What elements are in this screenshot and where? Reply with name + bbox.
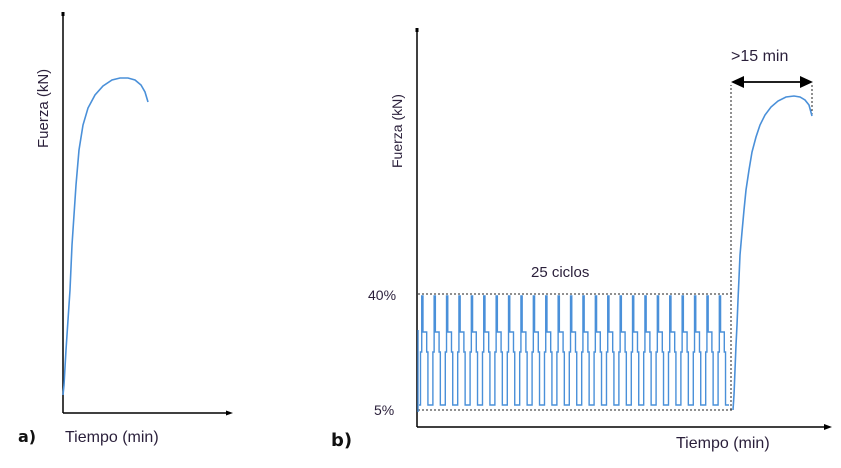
chart-b-failure-curve — [732, 95, 813, 411]
chart-b: >15 min 25 ciclos 40% 5% Fuerza (kN) Tie… — [331, 28, 832, 452]
chart-a-x-label: Tiempo (min) — [65, 429, 159, 446]
chart-b-x-label: Tiempo (min) — [676, 435, 770, 452]
chart-b-x-axis-arrowhead — [824, 424, 832, 430]
chart-a-y-label: Fuerza (kN) — [35, 69, 52, 148]
tick-label-40: 40% — [368, 287, 396, 303]
chart-a-x-axis-arrowhead — [226, 410, 233, 416]
chart-a-panel-label: a) — [18, 427, 36, 446]
duration-label: >15 min — [731, 48, 788, 65]
chart-a: Fuerza (kN) Tiempo (min) a) — [18, 12, 233, 446]
chart-a-y-axis-arrowhead — [61, 12, 65, 16]
cycle-waveform — [419, 295, 729, 406]
chart-b-y-axis-arrowhead — [415, 28, 419, 32]
duration-arrow-left-head — [731, 76, 744, 88]
chart-b-y-label: Fuerza (kN) — [389, 94, 405, 168]
chart-b-cyclic-loading — [417, 295, 729, 412]
chart-a-force-curve — [62, 77, 149, 396]
tick-label-5: 5% — [374, 402, 394, 418]
chart-b-panel-label: b) — [331, 430, 352, 451]
cycles-label: 25 ciclos — [531, 264, 589, 281]
duration-arrow-right-head — [800, 76, 813, 88]
